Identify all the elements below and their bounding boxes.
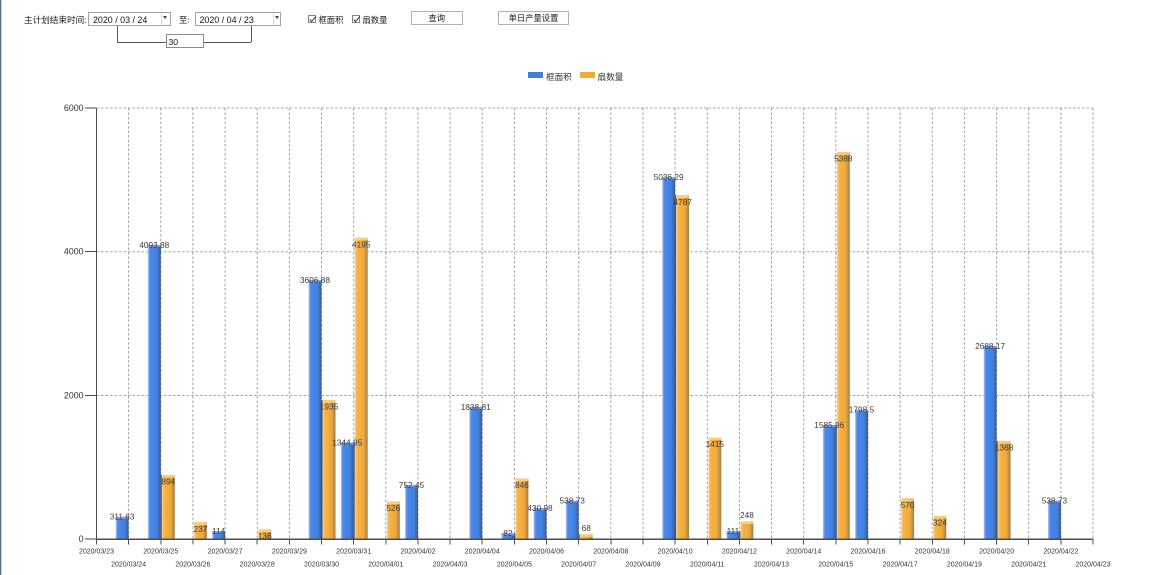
svg-text:2020/04/22: 2020/04/22 [1043,548,1078,555]
svg-text:2020/04/05: 2020/04/05 [497,561,532,568]
svg-text:2020/04/01: 2020/04/01 [368,561,403,568]
svg-text:2020/03/30: 2020/03/30 [304,561,339,568]
svg-text:311.63: 311.63 [110,512,135,522]
svg-text:2020/04/07: 2020/04/07 [561,561,596,568]
svg-text:2020/04/23: 2020/04/23 [1075,561,1110,568]
svg-text:538.73: 538.73 [560,495,586,505]
svg-text:2020/04/18: 2020/04/18 [915,548,950,555]
svg-text:1585.96: 1585.96 [814,420,844,430]
svg-text:0: 0 [79,534,84,544]
svg-text:2020/04/17: 2020/04/17 [883,561,918,568]
svg-text:1368: 1368 [995,443,1014,453]
svg-text:846: 846 [515,480,529,490]
svg-text:68: 68 [582,523,592,533]
svg-text:4000: 4000 [64,247,84,257]
svg-text:5388: 5388 [834,154,853,164]
svg-text:2020/04/20: 2020/04/20 [979,548,1014,555]
svg-text:2020/03/28: 2020/03/28 [240,561,275,568]
svg-text:2020/03/31: 2020/03/31 [336,548,371,555]
svg-text:237: 237 [193,524,207,534]
svg-text:2020/03/26: 2020/03/26 [175,561,210,568]
svg-text:2020/04/14: 2020/04/14 [786,548,821,555]
svg-text:1935: 1935 [320,402,339,412]
svg-text:324: 324 [933,518,947,528]
svg-text:2020/04/16: 2020/04/16 [850,548,885,555]
svg-text:2020/04/11: 2020/04/11 [690,561,725,568]
svg-text:1415: 1415 [706,439,725,449]
svg-text:538.73: 538.73 [1042,495,1068,505]
svg-text:1838.81: 1838.81 [461,402,491,412]
svg-text:752.45: 752.45 [399,480,425,490]
svg-text:2020/04/10: 2020/04/10 [658,548,693,555]
svg-text:2020/04/13: 2020/04/13 [754,561,789,568]
svg-text:136: 136 [258,531,272,541]
svg-text:2020/04/15: 2020/04/15 [818,561,853,568]
svg-text:4195: 4195 [352,239,371,249]
svg-text:2020/04/04: 2020/04/04 [465,548,500,555]
svg-text:111: 111 [727,526,740,536]
svg-text:2020/04/21: 2020/04/21 [1011,561,1046,568]
svg-text:4787: 4787 [673,197,692,207]
svg-text:2000: 2000 [64,391,84,401]
svg-text:2020/04/12: 2020/04/12 [722,548,757,555]
svg-text:526: 526 [386,503,400,513]
svg-text:2020/04/09: 2020/04/09 [625,561,660,568]
svg-text:2020/04/19: 2020/04/19 [947,561,982,568]
svg-text:2020/03/25: 2020/03/25 [143,548,178,555]
svg-text:2688.17: 2688.17 [975,341,1005,351]
svg-text:2020/04/06: 2020/04/06 [529,548,564,555]
svg-text:5036.29: 5036.29 [654,172,684,182]
svg-text:248: 248 [740,510,754,520]
svg-text:2020/03/29: 2020/03/29 [272,548,307,555]
svg-text:430.98: 430.98 [527,503,553,513]
svg-text:2020/04/03: 2020/04/03 [433,561,468,568]
svg-text:1798.5: 1798.5 [849,405,875,415]
svg-text:114: 114 [212,526,226,536]
svg-text:2020/03/24: 2020/03/24 [111,561,146,568]
svg-text:4093.88: 4093.88 [139,240,169,250]
svg-text:2020/04/08: 2020/04/08 [593,548,628,555]
svg-text:6000: 6000 [64,103,84,113]
svg-text:2020/04/02: 2020/04/02 [400,548,435,555]
svg-text:3606.88: 3606.88 [300,275,330,285]
svg-text:570: 570 [901,500,915,510]
svg-text:2020/03/27: 2020/03/27 [208,548,243,555]
svg-text:82: 82 [503,528,513,538]
svg-text:894: 894 [161,477,175,487]
svg-text:1344.95: 1344.95 [332,437,362,447]
svg-text:2020/03/23: 2020/03/23 [79,548,114,555]
